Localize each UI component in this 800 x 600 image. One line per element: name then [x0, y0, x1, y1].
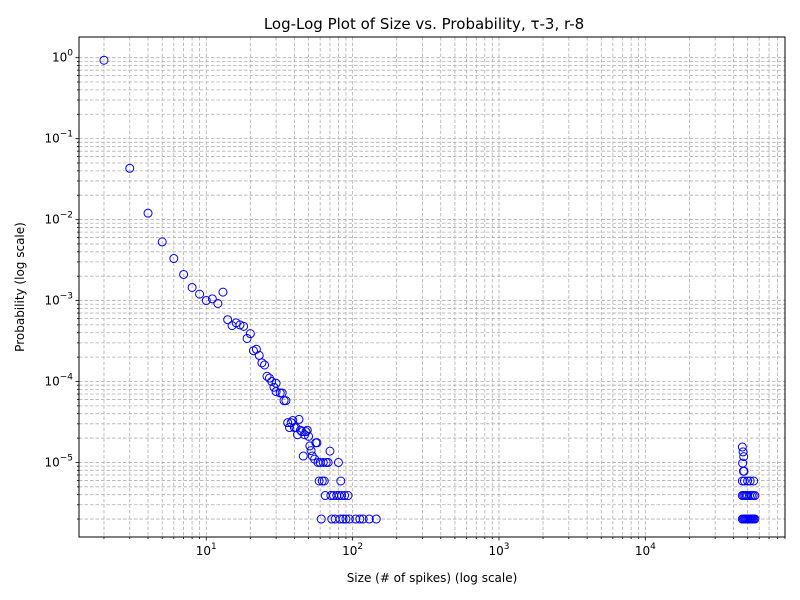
data-point — [307, 451, 317, 461]
y-tick-label: 10−2 — [44, 211, 73, 227]
data-point — [743, 476, 753, 486]
data-point — [344, 514, 354, 524]
data-point — [301, 427, 311, 437]
data-point — [257, 358, 267, 368]
data-point — [262, 371, 272, 381]
y-tick-label: 10−4 — [44, 372, 73, 388]
chart-title: Log-Log Plot of Size vs. Probability, τ-… — [264, 15, 584, 33]
data-point — [750, 514, 760, 524]
data-point — [179, 269, 189, 279]
data-point — [201, 296, 211, 306]
data-point — [242, 333, 252, 343]
data-points — [99, 55, 760, 524]
data-point — [336, 476, 346, 486]
data-point — [312, 438, 322, 448]
data-point — [314, 476, 324, 486]
data-point — [291, 423, 301, 433]
data-point — [125, 163, 135, 173]
data-point — [333, 457, 343, 467]
data-point — [737, 442, 747, 452]
data-point — [340, 491, 350, 501]
data-point — [358, 514, 368, 524]
x-tick-label: 104 — [635, 542, 656, 558]
data-point — [143, 208, 153, 218]
data-point — [335, 514, 345, 524]
y-axis-label: Probability (log scale) — [13, 222, 27, 352]
data-point — [738, 447, 748, 457]
x-axis-ticks: 101 102 103 104 — [103, 537, 786, 558]
y-tick-label: 10−5 — [44, 453, 73, 469]
y-tick-label: 100 — [52, 49, 73, 65]
data-point — [306, 446, 316, 456]
data-point — [207, 294, 217, 304]
data-point — [260, 360, 270, 370]
data-point — [325, 446, 335, 456]
data-point — [343, 491, 353, 501]
data-point — [334, 491, 344, 501]
data-point — [316, 514, 326, 524]
data-point — [355, 514, 365, 524]
data-point — [294, 414, 304, 424]
y-axis-ticks: 100 10−1 10−2 10−3 10−4 10−5 — [44, 49, 79, 520]
x-axis-label: Size (# of spikes) (log scale) — [347, 571, 518, 585]
data-point — [284, 423, 294, 433]
plot-frame — [78, 36, 786, 538]
data-point — [364, 514, 374, 524]
grid-lines — [79, 37, 786, 537]
x-tick-label: 101 — [196, 542, 217, 558]
data-point — [267, 377, 277, 386]
data-point — [298, 451, 308, 461]
data-point — [739, 476, 749, 486]
data-point — [223, 315, 233, 325]
data-point — [195, 289, 205, 299]
x-tick-label: 103 — [488, 542, 509, 558]
y-tick-label: 10−3 — [44, 292, 73, 308]
data-point — [337, 491, 347, 501]
data-point — [750, 491, 760, 501]
data-point — [739, 466, 749, 476]
data-point — [279, 396, 289, 406]
data-point — [739, 452, 749, 462]
data-point — [371, 514, 381, 524]
data-point — [245, 329, 255, 339]
data-point — [302, 425, 312, 435]
data-point — [338, 514, 348, 524]
data-point — [351, 514, 361, 524]
data-point — [281, 396, 291, 406]
data-point — [187, 282, 197, 292]
data-point — [99, 55, 109, 65]
data-point — [169, 254, 179, 264]
data-point — [271, 387, 281, 397]
data-point — [218, 287, 228, 297]
data-point — [749, 476, 759, 486]
data-point — [157, 237, 167, 247]
data-point — [318, 457, 328, 467]
data-point — [319, 476, 329, 486]
data-point — [213, 298, 223, 308]
data-point — [239, 321, 249, 331]
data-point — [341, 514, 351, 524]
data-point — [283, 418, 293, 428]
data-point — [745, 476, 755, 486]
x-tick-label: 102 — [342, 542, 363, 558]
data-point — [251, 344, 261, 354]
data-point — [304, 431, 314, 441]
data-point — [323, 457, 333, 467]
y-tick-label: 10−1 — [44, 130, 73, 146]
data-point — [286, 418, 296, 428]
data-point — [297, 427, 307, 437]
